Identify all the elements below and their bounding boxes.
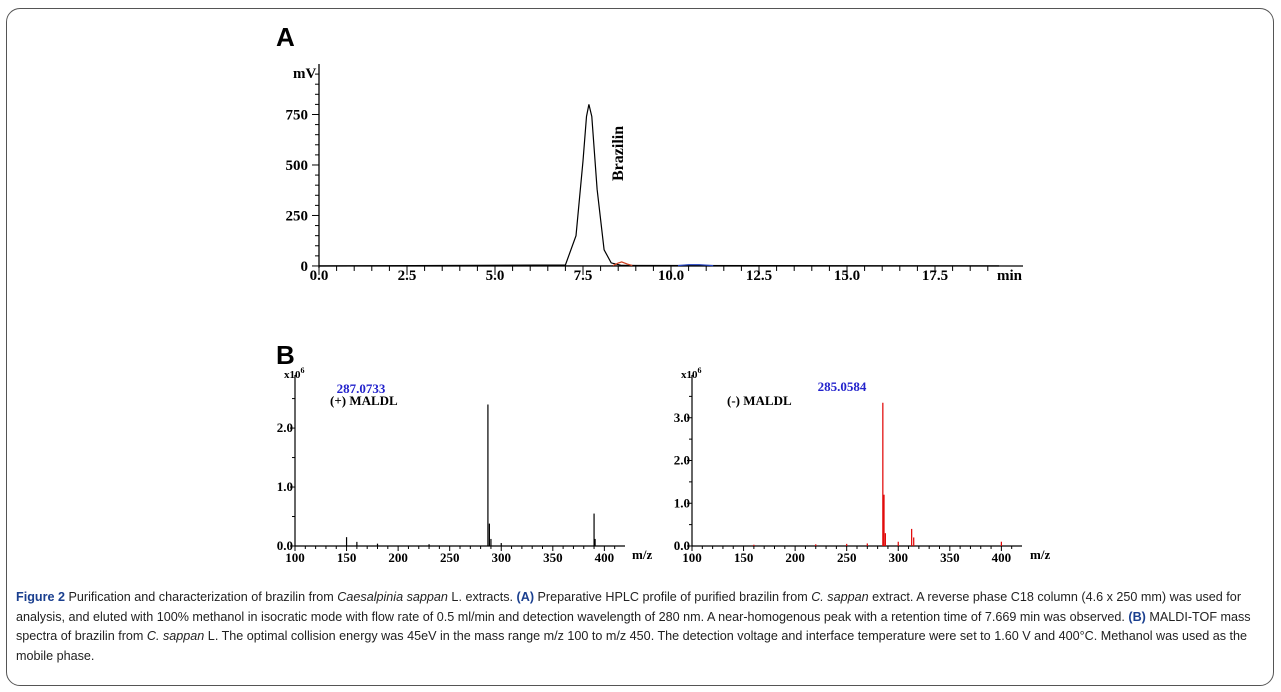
- y-tick-label: 250: [286, 208, 309, 224]
- chromatogram-series-0: [318, 104, 1024, 267]
- caption-panel-tag: (A): [516, 590, 535, 604]
- caption-text: L. The optimal collision energy was 45eV…: [16, 629, 1248, 663]
- x-tick-label: 400: [992, 550, 1012, 565]
- x-tick-label: 100: [682, 550, 702, 565]
- x-tick-label: 17.5: [922, 268, 948, 284]
- y-tick-label: 500: [286, 158, 309, 174]
- y-tick-label: 1.0: [674, 495, 690, 510]
- caption-text: Purification and characterization of bra…: [65, 590, 338, 604]
- peak-label: 287.0733: [337, 381, 386, 396]
- y-tick-label: 750: [286, 107, 309, 123]
- y-exponent-label: x106: [284, 366, 305, 381]
- x-tick-label: 300: [492, 550, 512, 565]
- caption-text: Preparative HPLC profile of purified bra…: [534, 590, 812, 604]
- x-tick-label: 150: [337, 550, 357, 565]
- x-tick-label: 5.0: [486, 268, 505, 284]
- x-tick-label: 200: [388, 550, 408, 565]
- x-tick-label: 15.0: [834, 268, 860, 284]
- x-tick-label: 150: [734, 550, 754, 565]
- figure-caption: Figure 2 Purification and characterizati…: [16, 588, 1266, 666]
- x-tick-label: 300: [889, 550, 909, 565]
- caption-text: MALDI-TOF mass spectra of brazilin from: [16, 609, 1251, 644]
- x-tick-label: 12.5: [746, 268, 772, 284]
- y-tick-label: 3.0: [674, 410, 690, 425]
- y-exponent-label: x106: [681, 366, 702, 381]
- x-axis-label: m/z: [1030, 547, 1050, 562]
- x-tick-label: 2.5: [398, 268, 417, 284]
- y-tick-label: 0.0: [277, 538, 293, 553]
- x-axis-label: m/z: [632, 547, 652, 562]
- x-tick-label: 250: [440, 550, 460, 565]
- y-tick-label: 1.0: [277, 479, 293, 494]
- brazilin-peak-annotation: Brazilin: [610, 126, 627, 181]
- caption-text: extract. A reverse phase C18 column (4.6…: [16, 590, 1242, 624]
- chromatogram-series-1: [612, 261, 633, 267]
- spectrum-title: (-) MALDL: [727, 393, 792, 408]
- y-axis-label: mV: [293, 66, 316, 82]
- y-tick-label: 2.0: [277, 420, 293, 435]
- figure-number: Figure 2: [16, 590, 65, 604]
- x-tick-label: 350: [940, 550, 960, 565]
- caption-text: L. extracts.: [447, 590, 517, 604]
- x-tick-label: 400: [595, 550, 615, 565]
- x-axis-label: min: [997, 268, 1023, 284]
- x-tick-label: 250: [837, 550, 857, 565]
- x-tick-label: 350: [543, 550, 563, 565]
- chromatogram-series-2: [677, 264, 714, 267]
- caption-panel-tag: (B): [1128, 609, 1146, 624]
- figure-frame: [6, 8, 1274, 686]
- x-tick-label: 100: [285, 550, 305, 565]
- x-tick-label: 0.0: [310, 268, 329, 284]
- y-tick-label: 2.0: [674, 453, 690, 468]
- panel-a-label: A: [276, 22, 295, 52]
- x-tick-label: 200: [785, 550, 805, 565]
- y-tick-label: 0: [301, 259, 309, 275]
- spectrum-title: (+) MALDL: [330, 393, 398, 408]
- caption-species: C. sappan: [146, 629, 205, 643]
- caption-species: C. sappan: [811, 590, 869, 604]
- caption-species: Caesalpinia sappan: [337, 590, 448, 604]
- x-tick-label: 10.0: [658, 268, 684, 284]
- panel-b-label: B: [276, 340, 295, 370]
- y-tick-label: 0.0: [674, 538, 690, 553]
- x-tick-label: 7.5: [574, 268, 593, 284]
- peak-label: 285.0584: [818, 379, 867, 394]
